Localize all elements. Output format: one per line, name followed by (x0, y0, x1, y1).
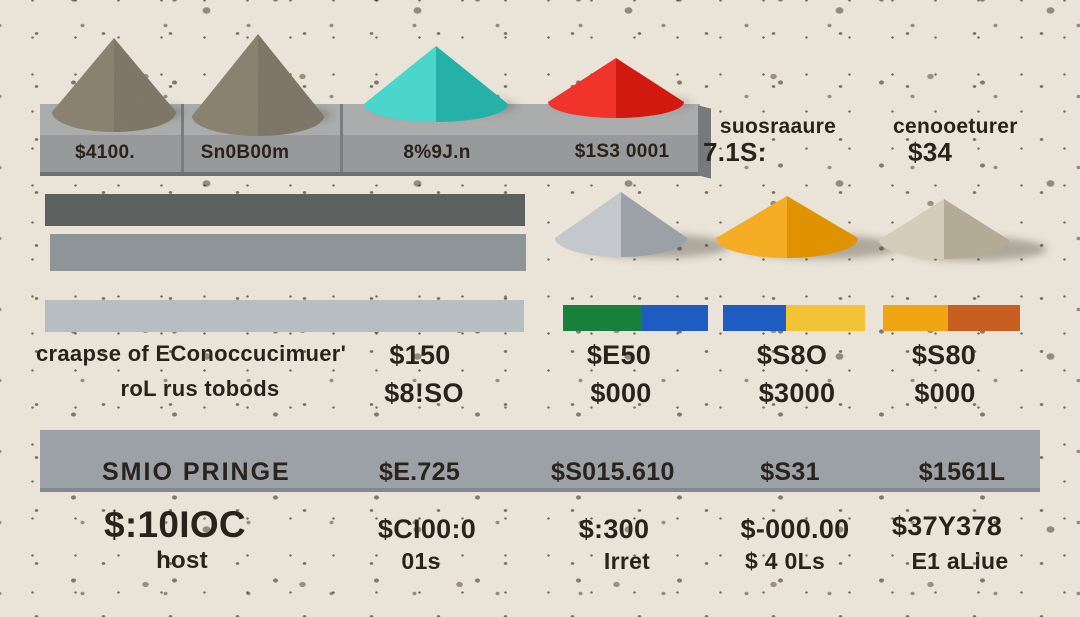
price-cell: $000 (914, 378, 976, 408)
platform-label: 8%9J.n (403, 142, 471, 163)
segment-yellow (786, 305, 865, 331)
summary-price-bar (40, 430, 1040, 492)
cone-shadow (580, 234, 730, 258)
footer-caption: host (156, 547, 208, 574)
segment-orange (883, 305, 948, 331)
summary-value: $E.725 (379, 458, 461, 486)
price-cell: $S8O (756, 340, 828, 370)
summary-value: $1561L (918, 458, 1006, 486)
segment-blue-1 (642, 305, 708, 331)
cone-shadow (903, 237, 1047, 261)
table-caption-line1: craapse of EConoccucimuer' (36, 341, 347, 366)
segment-blue-2 (723, 305, 786, 331)
platform-label: Sn0B00m (200, 142, 290, 163)
platform-label: $1S3 0001 (574, 141, 670, 162)
platform-seam (340, 104, 343, 172)
price-cell: $150 (389, 340, 451, 370)
segment-rust (948, 305, 1020, 331)
price-cell: $S80 (911, 340, 977, 370)
summary-value: $S31 (760, 458, 820, 486)
gray-bar-light (45, 300, 524, 332)
footer-value: $:300 (578, 514, 650, 544)
footer-value: $CI00:0 (377, 514, 477, 544)
summary-value: $S015.610 (551, 458, 675, 486)
stat-label: cenooeturer (893, 115, 1018, 138)
price-cell: $3000 (758, 378, 836, 408)
platform-top-face (40, 104, 700, 135)
table-caption-line2: roL rus tobods (120, 376, 280, 401)
cone-shadow (744, 235, 900, 259)
price-cell: $8!SO (384, 378, 464, 408)
footer-caption: $ 4 0Ls (744, 548, 826, 574)
summary-label: SMIO PRINGE (102, 458, 291, 486)
beige-cone (879, 199, 1009, 259)
footer-value: $:10IOC (104, 504, 246, 545)
silver-cone (555, 192, 687, 257)
footer-caption: E1 aLiue (911, 548, 1009, 574)
segment-green (563, 305, 642, 331)
gray-bar-mid (50, 234, 526, 271)
price-cell: $E50 (586, 340, 652, 370)
platform-label: $4100. (75, 142, 135, 163)
platform-front-face (40, 135, 700, 176)
footer-value: $37Y378 (891, 511, 1003, 541)
stat-value: $34 (908, 137, 953, 167)
platform-seam (181, 104, 184, 172)
footer-caption: 01s (401, 548, 441, 574)
stat-label: suosraaure (719, 115, 837, 138)
stat-value: 7.1S: (703, 137, 767, 167)
footer-value: $-000.00 (740, 514, 850, 544)
gray-bar-dark (45, 194, 525, 226)
footer-caption: Irret (603, 548, 651, 574)
price-cell: $000 (590, 378, 652, 408)
orange-cone (716, 196, 858, 258)
